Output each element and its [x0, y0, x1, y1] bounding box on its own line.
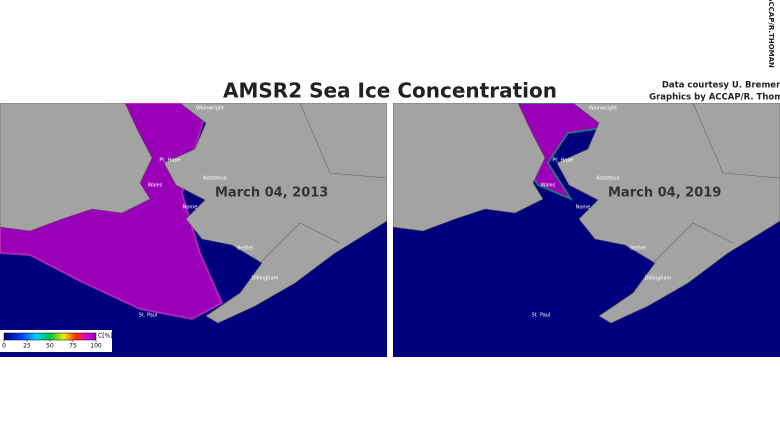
map-panel: Wainwright Pt. Hope Kotzebue Wales Nome Bethe… — [0, 103, 387, 357]
watermark: ACCAP/R.THOMAN — [767, 0, 775, 68]
colorbar-tick-label: 25 — [23, 343, 31, 350]
map-panel: Wainwright Pt. Hope Kotzebue Wales Nome Bethe… — [393, 103, 780, 357]
place-label: Dillingham — [645, 276, 672, 282]
place-label: Wales — [541, 183, 556, 189]
place-label: Dillingham — [252, 276, 279, 282]
place-label: Bethel — [630, 246, 646, 252]
panel-date: March 04, 2019 — [608, 186, 721, 201]
place-label: St. Paul — [532, 313, 551, 319]
title: AMSR2 Sea Ice Concentration — [223, 79, 557, 103]
place-label: Wainwright — [589, 106, 617, 112]
colorbar: 0 25 50 75 100 C[%] — [0, 330, 113, 352]
place-label: St. Paul — [139, 313, 158, 319]
border — [652, 103, 780, 264]
place-label: Nome — [183, 205, 198, 211]
panels: Wainwright Pt. Hope Kotzebue Wales Nome Bethe… — [0, 103, 780, 357]
colorbar-tick-label: 0 — [2, 343, 6, 350]
credit: Data courtesy U. Bremen — [662, 81, 780, 91]
panel-date: March 04, 2013 — [215, 186, 328, 201]
place-label: Kotzebue — [203, 176, 226, 182]
place-label: Pt. Hope — [552, 158, 573, 164]
place-label: Kotzebue — [596, 176, 619, 182]
land — [393, 103, 546, 232]
place-label: Wainwright — [196, 106, 224, 112]
place-label: Nome — [576, 205, 591, 211]
colorbar-label: C[%] — [98, 333, 113, 340]
colorbar-tick-label: 75 — [69, 343, 77, 350]
colorbar-tick-label: 50 — [46, 343, 54, 350]
place-label: Bethel — [237, 246, 253, 252]
land — [0, 103, 153, 232]
land — [163, 103, 387, 324]
colorbar-tick-label: 100 — [90, 343, 102, 350]
place-label: Wales — [148, 183, 163, 189]
colorbar-scale — [3, 332, 97, 341]
border — [259, 103, 387, 264]
credit: Graphics by ACCAP/R. Thoman — [649, 93, 780, 103]
place-label: Pt. Hope — [159, 158, 180, 164]
land — [556, 103, 780, 324]
